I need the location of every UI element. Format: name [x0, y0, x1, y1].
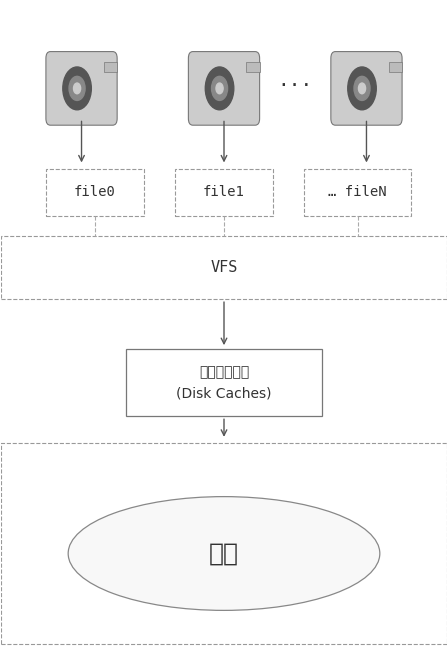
- Ellipse shape: [68, 497, 380, 610]
- FancyBboxPatch shape: [46, 169, 144, 216]
- FancyBboxPatch shape: [126, 349, 322, 417]
- FancyBboxPatch shape: [246, 62, 260, 72]
- Circle shape: [73, 83, 81, 93]
- FancyBboxPatch shape: [1, 236, 447, 299]
- FancyBboxPatch shape: [304, 169, 411, 216]
- Text: VFS: VFS: [210, 260, 238, 275]
- FancyBboxPatch shape: [188, 52, 260, 125]
- FancyBboxPatch shape: [1, 443, 447, 644]
- FancyBboxPatch shape: [175, 169, 273, 216]
- Text: 硬盘: 硬盘: [209, 542, 239, 566]
- FancyBboxPatch shape: [46, 52, 117, 125]
- Circle shape: [354, 77, 370, 100]
- Text: file1: file1: [203, 185, 245, 199]
- Text: … fileN: … fileN: [328, 185, 387, 199]
- Circle shape: [216, 83, 223, 93]
- Text: file0: file0: [74, 185, 116, 199]
- Circle shape: [358, 83, 366, 93]
- FancyBboxPatch shape: [389, 62, 402, 72]
- Circle shape: [205, 67, 234, 110]
- Text: ···: ···: [278, 75, 313, 95]
- Text: 高速磁盘缓存
(Disk Caches): 高速磁盘缓存 (Disk Caches): [176, 366, 272, 400]
- Circle shape: [69, 77, 85, 100]
- Circle shape: [63, 67, 91, 110]
- Circle shape: [211, 77, 228, 100]
- FancyBboxPatch shape: [104, 62, 117, 72]
- Circle shape: [348, 67, 376, 110]
- FancyBboxPatch shape: [331, 52, 402, 125]
